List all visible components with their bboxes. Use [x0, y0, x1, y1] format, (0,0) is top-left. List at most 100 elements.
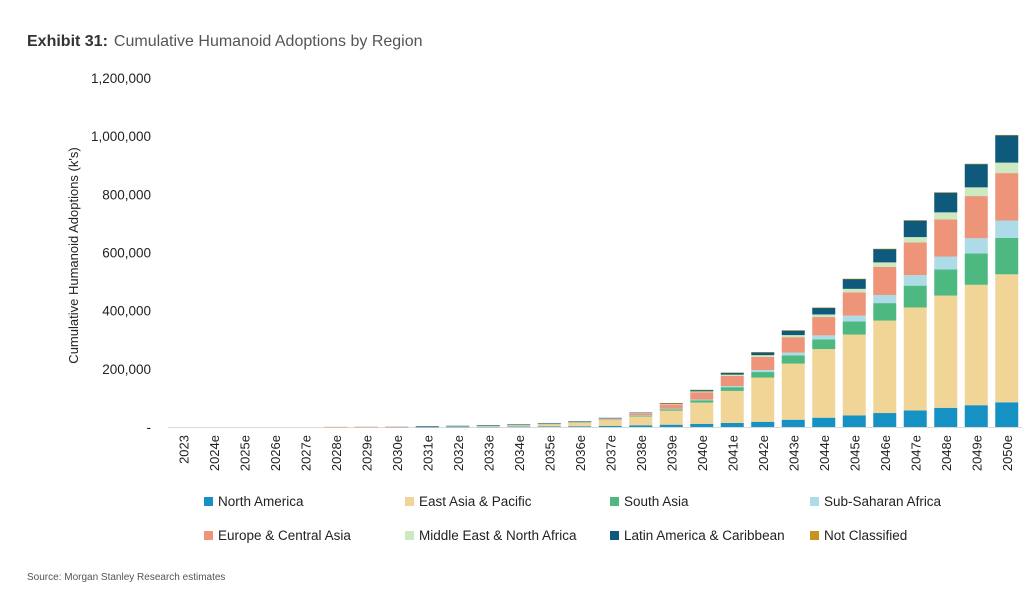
bar-segment: [873, 413, 897, 427]
legend-label: Latin America & Caribbean: [624, 528, 785, 543]
bar-segment: [812, 417, 836, 427]
bar-segment: [964, 164, 988, 188]
bar-segment: [873, 248, 897, 250]
legend-item: South Asia: [610, 494, 689, 509]
legend-swatch: [204, 497, 213, 506]
bar-segment: [842, 288, 866, 293]
x-tick-label: 2041e: [725, 435, 740, 471]
legend-item: Middle East & North Africa: [405, 528, 577, 543]
x-tick-label: 2032e: [451, 435, 466, 471]
bar-segment: [690, 391, 714, 393]
bar-segment: [751, 421, 775, 427]
bar-segment: [598, 417, 622, 419]
x-tick-label: 2027e: [298, 435, 313, 471]
bar-segment: [812, 349, 836, 418]
bar-segment: [507, 424, 531, 427]
legend-label: Europe & Central Asia: [218, 528, 351, 543]
bar-segment: [873, 266, 897, 295]
bar-segment: [324, 426, 348, 428]
x-tick-label: 2028e: [329, 435, 344, 471]
bar-segment: [781, 330, 805, 336]
x-tick-label: 2025e: [237, 435, 252, 471]
legend-label: Sub-Saharan Africa: [824, 494, 942, 509]
legend-swatch: [610, 531, 619, 540]
x-tick-label: 2033e: [481, 435, 496, 471]
y-tick-label: 800,000: [102, 187, 151, 202]
bar-segment: [842, 415, 866, 427]
bar-segment: [690, 402, 714, 424]
bar-segment: [598, 420, 622, 426]
legend-swatch: [610, 497, 619, 506]
bar-segment: [903, 220, 927, 238]
bar-segment: [781, 337, 805, 353]
y-tick-label: 1,200,000: [91, 71, 151, 86]
bar-segment: [659, 402, 683, 404]
bar-segment: [629, 413, 653, 416]
bar-segment: [476, 426, 500, 428]
bar-segment: [720, 387, 744, 391]
bar-segment: [995, 402, 1019, 427]
x-tick-label: 2049e: [969, 435, 984, 471]
bar-segment: [659, 424, 683, 427]
bar-segment: [629, 412, 653, 414]
bar-segment: [964, 187, 988, 197]
bar-segment: [751, 372, 775, 378]
legend-swatch: [405, 497, 414, 506]
bar-segment: [354, 426, 378, 428]
bar-segment: [629, 415, 653, 417]
legend-swatch: [810, 497, 819, 506]
y-tick-label: 200,000: [102, 362, 151, 377]
legend-label: Not Classified: [824, 528, 908, 543]
bar-segment: [934, 269, 958, 296]
bar-segment: [964, 253, 988, 285]
bar-segment: [659, 404, 683, 409]
bar-segment: [812, 314, 836, 318]
bar-segment: [934, 212, 958, 220]
x-tick-label: 2047e: [908, 435, 923, 471]
bar-segment: [873, 262, 897, 267]
bar-segment: [690, 389, 714, 391]
bar-segment: [659, 410, 683, 425]
x-tick-label: 2038e: [634, 435, 649, 471]
bar-segment: [659, 408, 683, 410]
bar-segment: [720, 385, 744, 388]
x-tick-label: 2034e: [512, 435, 527, 471]
x-tick-label: 2048e: [939, 435, 954, 471]
legend-label: East Asia & Pacific: [419, 494, 532, 509]
bar-segment: [720, 422, 744, 427]
bar-segment: [629, 415, 653, 417]
exhibit-title: Exhibit 31: Cumulative Humanoid Adoptions…: [27, 33, 423, 51]
bar-segment: [568, 422, 592, 427]
x-tick-label: 2045e: [847, 435, 862, 471]
bar-segment: [598, 425, 622, 427]
bar-segment: [812, 307, 836, 309]
bar-segment: [568, 421, 592, 422]
legend-label: South Asia: [624, 494, 689, 509]
y-tick-label: 600,000: [102, 246, 151, 261]
bar-segment: [751, 369, 775, 373]
bar-segment: [842, 278, 866, 280]
bar-segment: [415, 426, 439, 427]
bar-segment: [476, 425, 500, 426]
y-tick-label: 400,000: [102, 304, 151, 319]
legend-label: Middle East & North Africa: [419, 528, 577, 543]
x-tick-label: 2046e: [878, 435, 893, 471]
x-tick-label: 2026e: [268, 435, 283, 471]
legend-swatch: [204, 531, 213, 540]
legend-item: Sub-Saharan Africa: [810, 494, 941, 509]
bar-segment: [507, 424, 531, 426]
bar-segment: [995, 220, 1019, 238]
bar-segment: [659, 409, 683, 411]
bar-segment: [781, 335, 805, 338]
legend-item: Europe & Central Asia: [204, 528, 351, 543]
bar-segment: [751, 355, 775, 357]
bar-segment: [751, 352, 775, 356]
bar-segment: [598, 418, 622, 419]
bar-segment: [415, 426, 439, 428]
bar-segment: [964, 163, 988, 165]
legend-item: East Asia & Pacific: [405, 494, 532, 509]
bar-segment: [568, 422, 592, 423]
bar-segment: [842, 292, 866, 316]
bar-segment: [934, 192, 958, 213]
bar-segment: [751, 356, 775, 370]
